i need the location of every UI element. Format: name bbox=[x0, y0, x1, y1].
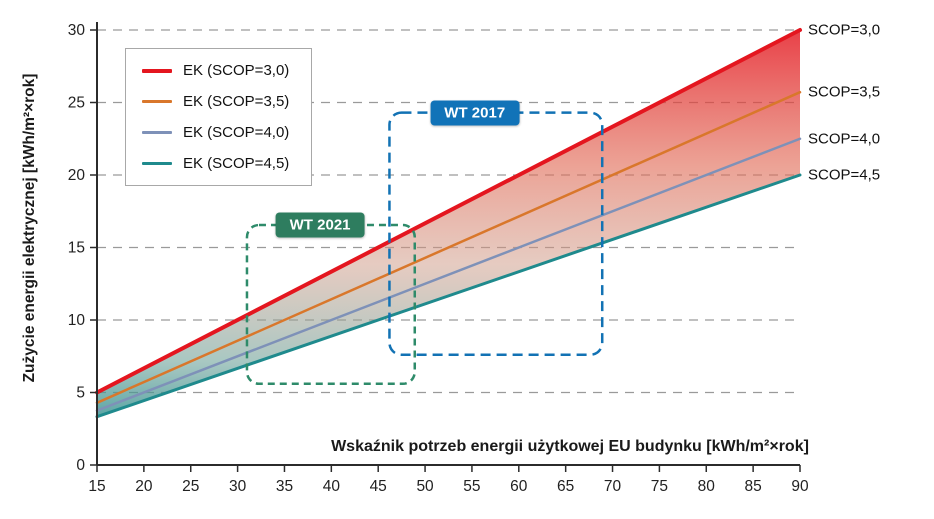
series-line bbox=[95, 90, 802, 405]
legend-label: EK (SCOP=3,0) bbox=[183, 62, 290, 79]
legend-line-swatch bbox=[142, 162, 172, 165]
y-axis-label: Zużycie energii elektrycznej [kWh/m²×rok… bbox=[21, 73, 38, 383]
legend: EK (SCOP=3,0) EK (SCOP=3,5) EK (SCOP=4,0) E… bbox=[125, 48, 313, 186]
x-tick-label: 30 bbox=[229, 478, 247, 495]
y-tick-label: 25 bbox=[68, 95, 85, 112]
x-tick-label: 70 bbox=[604, 478, 622, 495]
x-tick-label: 15 bbox=[88, 478, 105, 495]
x-tick-label: 20 bbox=[135, 478, 153, 495]
legend-label: EK (SCOP=3,5) bbox=[183, 93, 290, 110]
annotation-label: WT 2017 bbox=[430, 100, 520, 126]
annotation-box bbox=[245, 223, 417, 386]
y-tick-label: 15 bbox=[68, 240, 85, 257]
legend-line-swatch bbox=[142, 68, 172, 73]
legend-item: EK (SCOP=3,0) bbox=[142, 62, 289, 79]
y-tick-label: 0 bbox=[76, 457, 85, 474]
legend-line-swatch bbox=[142, 131, 172, 134]
y-tick-label: 30 bbox=[68, 22, 86, 39]
x-tick-label: 60 bbox=[510, 478, 528, 495]
legend-label: EK (SCOP=4,5) bbox=[183, 155, 290, 172]
series-line bbox=[95, 137, 802, 412]
annotation-label: WT 2021 bbox=[275, 212, 365, 238]
legend-item: EK (SCOP=4,5) bbox=[142, 155, 289, 172]
x-tick-label: 35 bbox=[276, 478, 293, 495]
legend-line-swatch bbox=[142, 100, 172, 103]
x-tick-label: 25 bbox=[182, 478, 199, 495]
x-tick-label: 65 bbox=[557, 478, 574, 495]
scop-line-label: SCOP=3,5 bbox=[808, 83, 881, 101]
x-axis-label: Wskaźnik potrzeb energii użytkowej EU bu… bbox=[331, 438, 809, 455]
series-line bbox=[95, 28, 802, 395]
x-tick-label: 85 bbox=[745, 478, 762, 495]
x-tick-label: 75 bbox=[651, 478, 668, 495]
x-tick-label: 50 bbox=[416, 478, 434, 495]
annotation-box bbox=[388, 111, 604, 357]
x-tick-label: 45 bbox=[370, 478, 387, 495]
x-tick-label: 80 bbox=[698, 478, 716, 495]
series-line bbox=[95, 173, 802, 419]
legend-item: EK (SCOP=3,5) bbox=[142, 93, 289, 110]
y-tick-label: 5 bbox=[76, 385, 85, 402]
gradient-band bbox=[97, 30, 800, 417]
scop-line-label: SCOP=4,0 bbox=[808, 130, 881, 148]
legend-item: EK (SCOP=4,0) bbox=[142, 124, 289, 141]
x-tick-label: 40 bbox=[323, 478, 341, 495]
x-tick-label: 55 bbox=[463, 478, 480, 495]
scop-line-label: SCOP=4,5 bbox=[808, 166, 881, 184]
y-tick-label: 10 bbox=[68, 312, 86, 329]
legend-label: EK (SCOP=4,0) bbox=[183, 124, 290, 141]
y-tick-label: 20 bbox=[68, 167, 86, 184]
scop-line-label: SCOP=3,0 bbox=[808, 21, 881, 39]
x-tick-label: 90 bbox=[791, 478, 809, 495]
